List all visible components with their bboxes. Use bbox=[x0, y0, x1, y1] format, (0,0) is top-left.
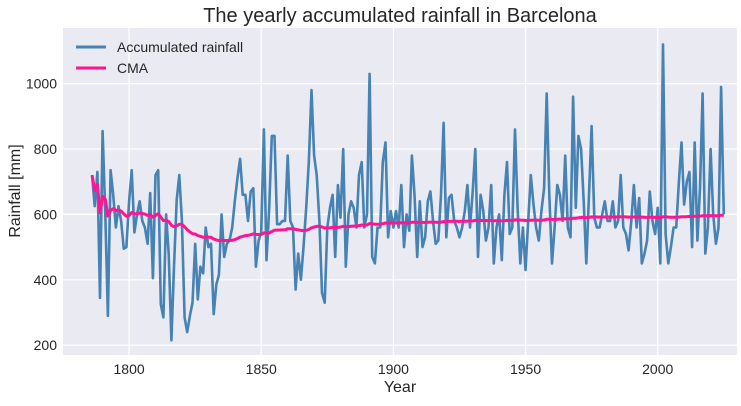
y-axis-label: Rainfall [mm] bbox=[7, 144, 24, 237]
x-tick-label: 1850 bbox=[246, 361, 277, 377]
y-tick-label: 400 bbox=[34, 272, 58, 288]
legend: Accumulated rainfall CMA bbox=[76, 39, 243, 76]
series-lines bbox=[90, 43, 726, 342]
legend-label-rainfall: Accumulated rainfall bbox=[117, 39, 243, 55]
legend-label-cma: CMA bbox=[117, 60, 149, 76]
y-tick-label: 1000 bbox=[26, 76, 57, 92]
x-tick-label: 2000 bbox=[642, 361, 673, 377]
y-tick-labels: 200 400 600 800 1000 bbox=[26, 76, 57, 354]
chart-title: The yearly accumulated rainfall in Barce… bbox=[203, 5, 597, 27]
x-tick-label: 1900 bbox=[378, 361, 409, 377]
x-tick-label: 1950 bbox=[510, 361, 541, 377]
x-tick-labels: 1800 1850 1900 1950 2000 bbox=[114, 361, 674, 377]
x-tick-label: 1800 bbox=[114, 361, 145, 377]
cma-line bbox=[90, 174, 724, 243]
x-axis-label: Year bbox=[384, 379, 417, 396]
y-tick-label: 800 bbox=[34, 141, 58, 157]
y-tick-label: 200 bbox=[34, 337, 58, 353]
y-tick-label: 600 bbox=[34, 206, 58, 222]
